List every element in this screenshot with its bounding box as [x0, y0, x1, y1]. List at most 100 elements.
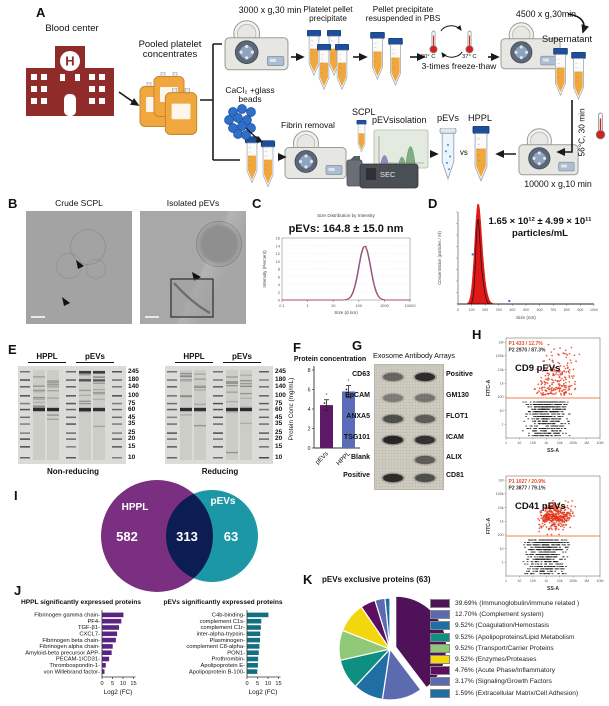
svg-text:Fibrinogen beta chain-: Fibrinogen beta chain- — [42, 638, 100, 644]
svg-text:0: 0 — [308, 446, 311, 452]
svg-text:10k: 10k — [557, 579, 563, 583]
pie-legend: 39.69% (Immunoglobulin/immune related ) 1… — [430, 598, 608, 699]
panel-label-j: J — [14, 583, 22, 598]
svg-text:100: 100 — [530, 441, 536, 445]
svg-text:Amyloid-beta precursor APP-: Amyloid-beta precursor APP- — [25, 650, 100, 656]
sec-label: SEC — [380, 170, 396, 179]
svg-text:10: 10 — [517, 441, 521, 445]
vs-label: vs — [460, 148, 468, 157]
centrifuge-3000-icon — [224, 20, 289, 71]
svg-text:1k: 1k — [544, 579, 548, 583]
marker-label: 25 — [275, 429, 283, 437]
svg-text:Size Distribution by Intensity: Size Distribution by Intensity — [317, 213, 375, 218]
svg-text:10k: 10k — [498, 368, 504, 372]
marker-label: 60 — [275, 405, 283, 413]
pevs-isolation-label: pEVsisolation — [372, 115, 427, 125]
temp-cold-label: -80° C — [419, 54, 436, 60]
svg-text:PF4-: PF4- — [87, 619, 100, 625]
svg-text:von Willebrand factor-: von Willebrand factor- — [44, 669, 100, 675]
legend-swatch — [430, 599, 450, 609]
svg-text:200: 200 — [482, 308, 488, 312]
svg-text:TGF-β1-: TGF-β1- — [78, 625, 100, 631]
svg-text:10: 10 — [500, 409, 504, 413]
svg-text:PON1-: PON1- — [227, 650, 245, 656]
legend-row: 3.17% (Signaling/Growth Factors — [430, 676, 608, 687]
facs-cd41-plot: 1 10 100 1k 10k 100k 1M 1 10 100 1k 10k 100k 1M 10M SS-… — [486, 475, 604, 592]
svg-text:100: 100 — [355, 303, 362, 308]
svg-text:Size (nm): Size (nm) — [516, 315, 536, 320]
legend-swatch — [430, 677, 450, 687]
svg-text:16: 16 — [276, 236, 281, 241]
blood-bags-icon — [139, 72, 198, 135]
svg-text:Protein Conc (mg/mL): Protein Conc (mg/mL) — [288, 378, 295, 441]
step-10000-label: 10000 x g,10 min — [524, 179, 592, 189]
marker-label: 25 — [128, 429, 136, 437]
svg-text:100k: 100k — [569, 579, 577, 583]
negative-events — [522, 539, 571, 575]
legend-swatch — [430, 610, 450, 620]
svg-text:10: 10 — [276, 259, 281, 264]
svg-text:15: 15 — [130, 681, 136, 687]
svg-text:14: 14 — [276, 243, 281, 248]
svg-text:1: 1 — [505, 579, 507, 583]
svg-text:6: 6 — [278, 274, 281, 279]
svg-text:Prothrombin-: Prothrombin- — [211, 657, 245, 663]
svg-text:Thrombospondin-1-: Thrombospondin-1- — [49, 663, 100, 669]
antibody-array-blot — [374, 364, 444, 490]
freeze-thaw-label: 3-times freeze-thaw — [421, 61, 497, 71]
hppl-tube-icon — [472, 126, 490, 182]
svg-text:10000: 10000 — [404, 303, 416, 308]
protein-concentration-chart: Protein concentration 0 2 4 6 8 Protein Conc (… — [288, 356, 366, 467]
panel-label-b: B — [8, 196, 18, 211]
svg-text:HPPL significantly expressed p: HPPL significantly expressed proteins — [21, 599, 141, 606]
svg-text:Concentration (particles / ml): Concentration (particles / ml) — [437, 231, 442, 285]
panel-label-g: G — [352, 338, 363, 353]
panel-label-c: C — [252, 196, 262, 211]
svg-text:10: 10 — [517, 579, 521, 583]
blood-center-label: Blood center — [45, 23, 99, 34]
marker-label: 15 — [275, 443, 283, 451]
svg-text:SS-A: SS-A — [547, 586, 559, 592]
marker-label: 245 — [275, 368, 286, 375]
svg-text:complement C1s-: complement C1s- — [200, 619, 245, 625]
array-label-left: EpCAM — [345, 392, 370, 399]
positive-events — [537, 499, 577, 536]
svg-text:1k: 1k — [500, 520, 504, 524]
marker-label: 15 — [128, 443, 136, 451]
svg-text:*: * — [348, 379, 350, 385]
legend-row: 39.69% (Immunoglobulin/immune related ) — [430, 598, 608, 609]
svg-text:1M: 1M — [499, 478, 504, 482]
workflow-connectors — [118, 13, 589, 161]
svg-text:10k: 10k — [557, 441, 563, 445]
thermometer-warm-icon — [465, 30, 474, 54]
svg-text:CXCL7-: CXCL7- — [79, 632, 100, 638]
legend-row: 12.70% (Complement system) — [430, 609, 608, 620]
svg-text:313: 313 — [176, 529, 198, 544]
svg-text:SS-A: SS-A — [547, 448, 559, 454]
svg-text:1M: 1M — [584, 579, 589, 583]
hospital-icon: H — [26, 46, 114, 116]
svg-text:pEVs: pEVs — [210, 496, 235, 507]
svg-text:100k: 100k — [496, 492, 504, 496]
workflow-arrows-layer: H — [26, 13, 606, 189]
svg-text:1M: 1M — [584, 441, 589, 445]
legend-swatch — [430, 643, 450, 653]
pooled-platelet-label: Pooled platelet concentrates — [138, 39, 202, 61]
pellet-resuspended-label: Pellet precipitate resuspended in PBS — [365, 5, 441, 23]
heat-56-label: 56°C, 30 min — [576, 108, 587, 157]
svg-text:1M: 1M — [499, 340, 504, 344]
cryo-em-pevs-image — [140, 211, 246, 324]
svg-text:P1 1027 / 20.9%: P1 1027 / 20.9% — [509, 479, 547, 485]
svg-text:2: 2 — [308, 426, 311, 432]
svg-text:Fibrinogen gamma chain-: Fibrinogen gamma chain- — [34, 613, 100, 619]
panel-label-d: D — [428, 196, 438, 211]
svg-text:P1 433 / 12.7%: P1 433 / 12.7% — [509, 341, 544, 347]
svg-text:10k: 10k — [498, 506, 504, 510]
svg-text:1: 1 — [502, 561, 504, 565]
dls-size-distribution-chart: Size Distribution by Intensity pEVs: 164.… — [262, 213, 416, 315]
reducing-caption: Reducing — [201, 467, 239, 476]
svg-text:Log2 (FC): Log2 (FC) — [249, 689, 278, 696]
svg-text:2: 2 — [278, 290, 281, 295]
svg-text:400: 400 — [509, 308, 515, 312]
facs-cd9-plot: 1 10 100 1k 10k 100k 1M 1 10 100 1k 10k 100k 1M 10M SS-… — [486, 337, 604, 454]
